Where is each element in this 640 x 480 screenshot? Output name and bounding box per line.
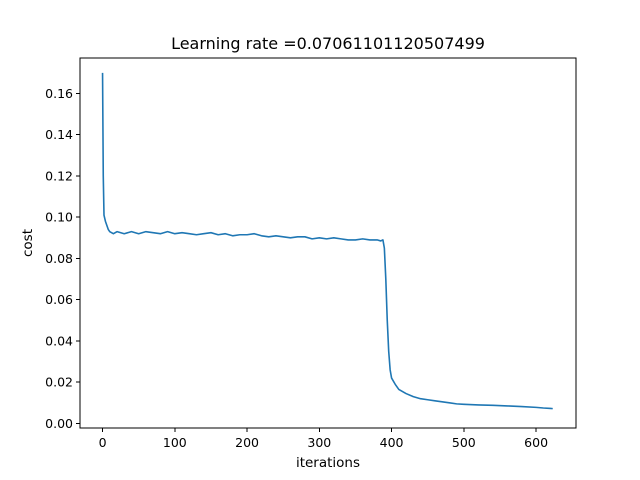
y-tick-label: 0.06 xyxy=(45,292,73,307)
y-tick-label: 0.02 xyxy=(45,375,73,390)
axes-frame xyxy=(79,57,577,429)
y-tick-label: 0.10 xyxy=(45,210,73,225)
cost-series-line xyxy=(101,72,553,410)
x-axis-label: iterations xyxy=(296,455,360,471)
y-tick-label: 0.16 xyxy=(45,86,73,101)
y-tick-label: 0.00 xyxy=(45,416,73,431)
x-axis: 0 100 200 300 400 500 600 xyxy=(99,428,548,450)
y-tick-label: 0.04 xyxy=(45,333,73,348)
y-axis-label: cost xyxy=(20,229,36,257)
x-tick-label: 600 xyxy=(524,435,548,450)
y-axis: 0.00 0.02 0.04 0.06 0.08 0.10 0.12 0.14 0.16 xyxy=(45,86,80,431)
plot-area xyxy=(101,72,553,410)
x-tick-label: 500 xyxy=(452,435,476,450)
x-tick-label: 300 xyxy=(307,435,331,450)
x-tick-label: 100 xyxy=(163,435,187,450)
chart-title: Learning rate =0.07061101120507499 xyxy=(171,34,485,53)
x-tick-label: 200 xyxy=(235,435,259,450)
y-tick-label: 0.12 xyxy=(45,168,73,183)
y-tick-label: 0.08 xyxy=(45,251,73,266)
x-tick-label: 400 xyxy=(380,435,404,450)
x-tick-label: 0 xyxy=(99,435,107,450)
y-tick-label: 0.14 xyxy=(45,127,73,142)
